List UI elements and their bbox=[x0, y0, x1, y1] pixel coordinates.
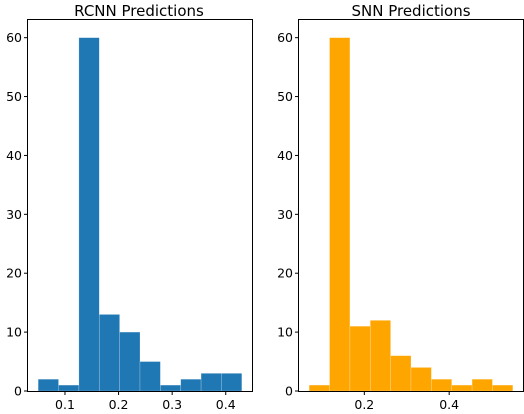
rcnn-y-tick-label: 30 bbox=[6, 207, 22, 222]
snn-bar bbox=[492, 384, 514, 392]
snn-bar bbox=[451, 384, 473, 392]
rcnn-bars bbox=[37, 37, 243, 392]
rcnn-y-tick-label: 60 bbox=[6, 30, 22, 45]
rcnn-y-tick-label: 40 bbox=[6, 148, 22, 163]
rcnn-bar bbox=[58, 384, 80, 392]
rcnn-x-tick-label: 0.4 bbox=[216, 397, 236, 412]
rcnn-bar bbox=[37, 378, 59, 392]
rcnn-y-tick-label: 0 bbox=[14, 384, 22, 399]
snn-x-axis: 0.2 0.4 bbox=[354, 391, 459, 412]
rcnn-bar bbox=[78, 37, 100, 392]
snn-bar bbox=[308, 384, 330, 392]
rcnn-bar bbox=[160, 384, 182, 392]
rcnn-x-axis: 0.1 0.2 0.3 0.4 bbox=[55, 391, 236, 412]
snn-bars bbox=[308, 37, 514, 392]
rcnn-bar bbox=[200, 373, 222, 392]
rcnn-bar bbox=[180, 378, 202, 392]
snn-chart-title: SNN Predictions bbox=[351, 2, 470, 20]
snn-bar bbox=[410, 367, 432, 392]
rcnn-bar bbox=[119, 331, 141, 392]
snn-y-tick-label: 50 bbox=[277, 89, 293, 104]
rcnn-bar bbox=[98, 314, 120, 392]
rcnn-x-tick-label: 0.3 bbox=[162, 397, 182, 412]
rcnn-x-tick-label: 0.1 bbox=[55, 397, 75, 412]
snn-histogram-panel: SNN Predictions 0.2 0.4 0 10 20 30 40 50 60 bbox=[277, 2, 524, 412]
rcnn-chart-title: RCNN Predictions bbox=[74, 2, 204, 20]
snn-bar bbox=[471, 378, 493, 392]
snn-bar bbox=[431, 378, 453, 392]
rcnn-x-tick-label: 0.2 bbox=[109, 397, 129, 412]
snn-y-axis: 0 10 20 30 40 50 60 bbox=[277, 30, 299, 399]
rcnn-histogram-panel: RCNN Predictions 0.1 0.2 0.3 0.4 0 10 20 30 40 5… bbox=[6, 2, 253, 412]
snn-y-tick-label: 30 bbox=[277, 207, 293, 222]
snn-y-tick-label: 0 bbox=[285, 384, 293, 399]
snn-bar bbox=[369, 320, 391, 392]
rcnn-axes-frame bbox=[27, 19, 253, 392]
snn-x-tick-label: 0.2 bbox=[354, 397, 374, 412]
snn-y-tick-label: 40 bbox=[277, 148, 293, 163]
snn-x-tick-label: 0.4 bbox=[439, 397, 459, 412]
rcnn-y-axis: 0 10 20 30 40 50 60 bbox=[6, 30, 28, 399]
rcnn-y-tick-label: 10 bbox=[6, 325, 22, 340]
snn-bar bbox=[390, 355, 412, 392]
snn-y-tick-label: 60 bbox=[277, 30, 293, 45]
rcnn-y-tick-label: 20 bbox=[6, 266, 22, 281]
rcnn-bar bbox=[221, 373, 243, 392]
snn-bar bbox=[349, 325, 371, 392]
rcnn-y-tick-label: 50 bbox=[6, 89, 22, 104]
snn-bar bbox=[329, 37, 351, 392]
snn-y-tick-label: 10 bbox=[277, 325, 293, 340]
rcnn-bar bbox=[139, 361, 161, 392]
snn-y-tick-label: 20 bbox=[277, 266, 293, 281]
